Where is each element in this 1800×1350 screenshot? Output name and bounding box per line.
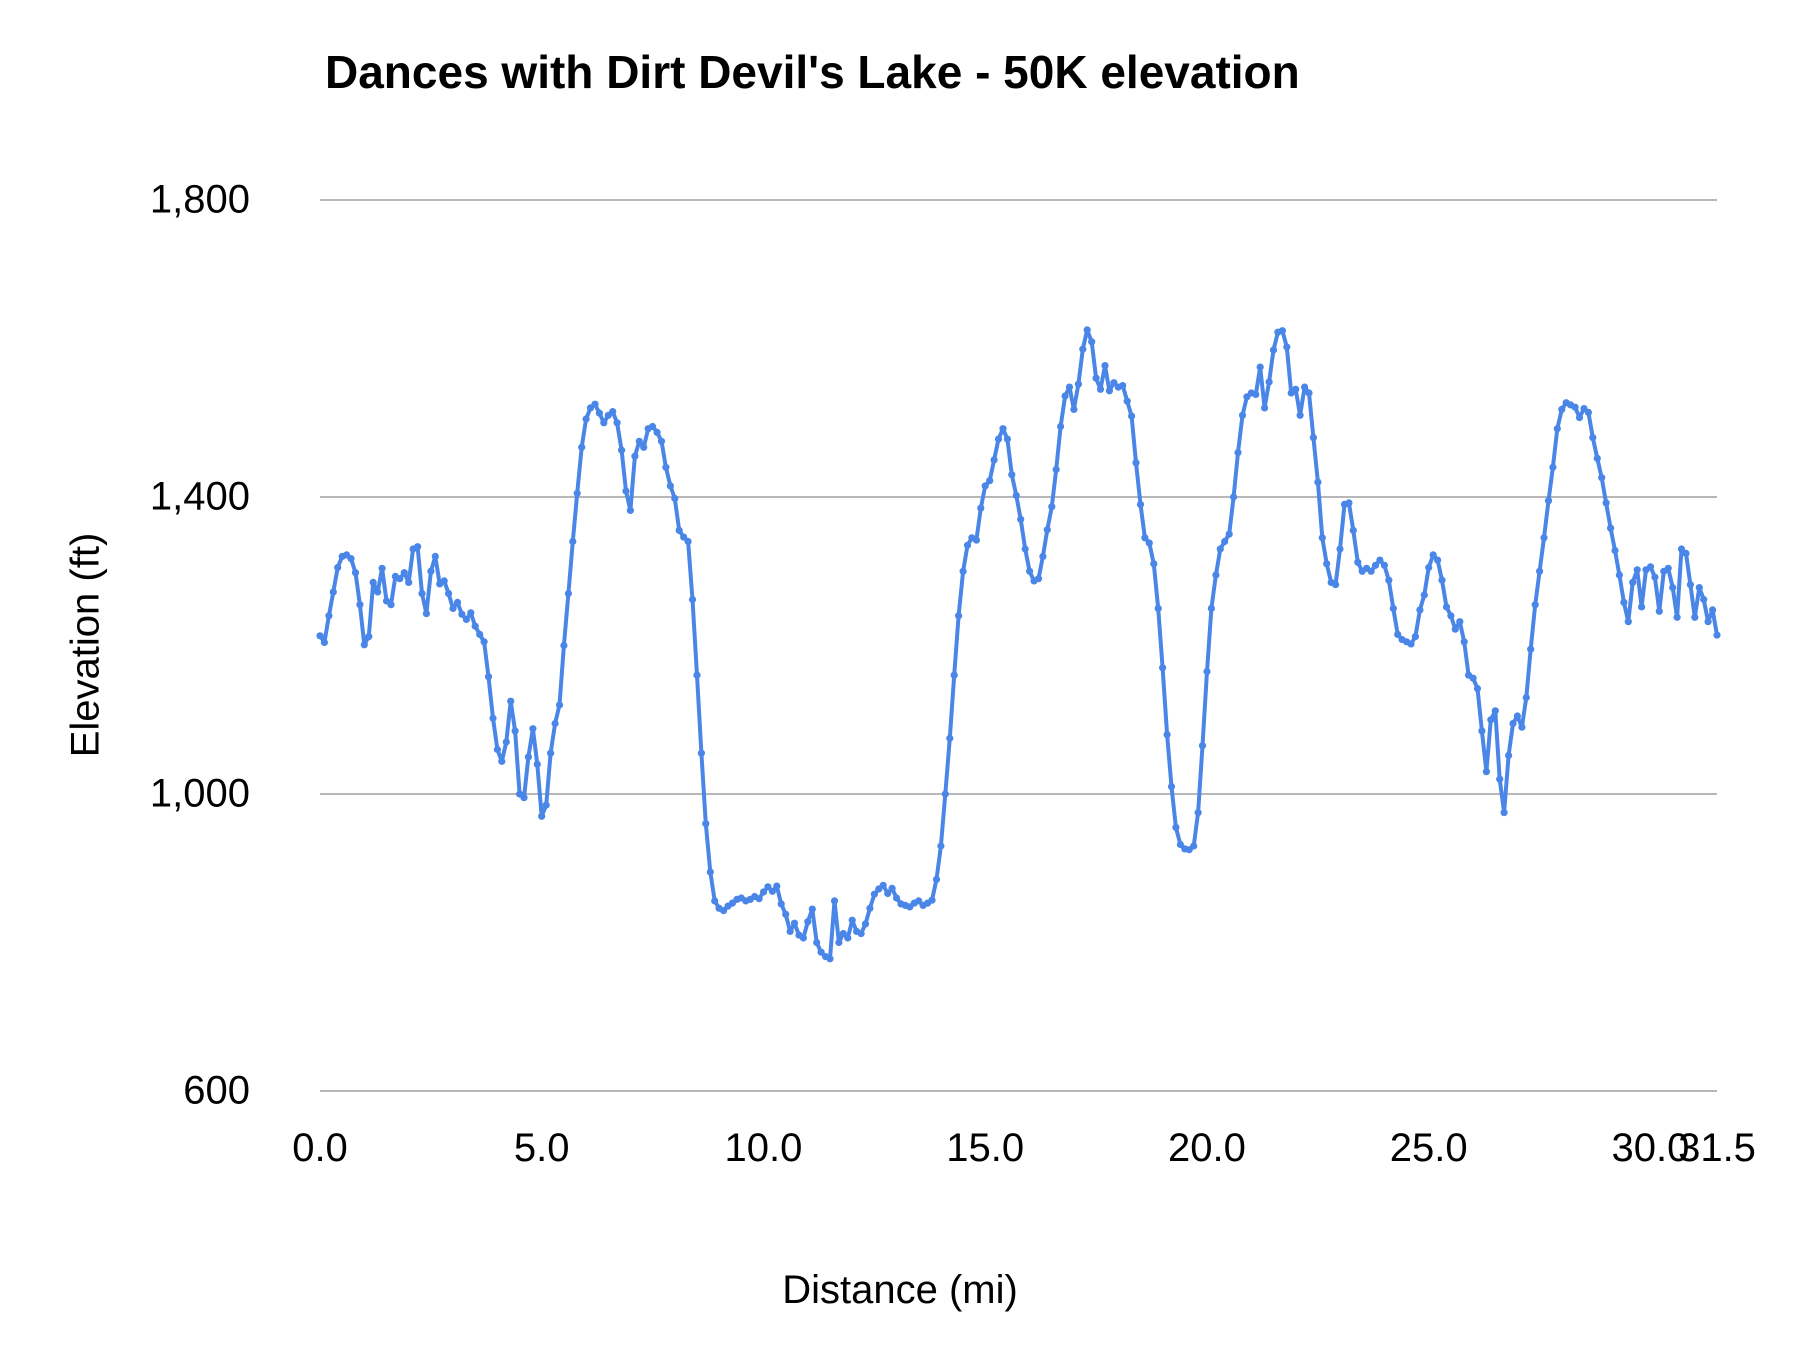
y-tick-label: 1,400 (149, 474, 250, 519)
x-tick-label: 30.0 (1611, 1126, 1690, 1170)
gridline-600 (320, 1090, 1717, 1092)
y-tick-label: 600 (183, 1068, 250, 1113)
gridline-1800 (320, 199, 1717, 201)
x-tick-label: 0.0 (292, 1126, 348, 1170)
x-tick-label: 20.0 (1168, 1126, 1246, 1170)
chart-title: Dances with Dirt Devil's Lake - 50K elev… (325, 46, 1300, 98)
y-tick-label: 1,000 (149, 771, 250, 816)
y-tick-label: 1,800 (149, 177, 250, 222)
gridline-1000 (320, 793, 1717, 795)
x-tick-label: 31.5 (1678, 1126, 1756, 1170)
elevation-series (316, 326, 1721, 963)
series-line (318, 327, 1719, 961)
x-tick-label: 25.0 (1389, 1126, 1468, 1170)
x-tick-label: 10.0 (724, 1126, 803, 1170)
x-tick-label: 15.0 (946, 1126, 1025, 1170)
x-axis-title: Distance (mi) (782, 1268, 1018, 1312)
x-tick-label: 5.0 (513, 1126, 570, 1170)
